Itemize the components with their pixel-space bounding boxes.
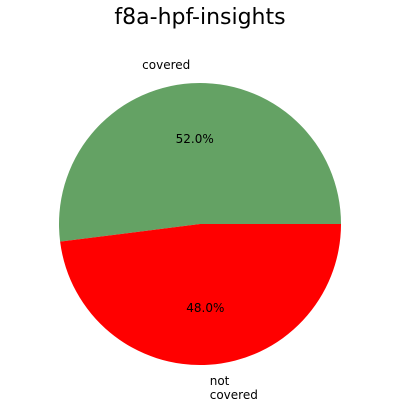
pie-slice-label-0: covered (142, 58, 190, 72)
pie-slice-pct-0: 52.0% (176, 132, 214, 146)
pie-slice-pct-1: 48.0% (186, 301, 224, 315)
pie-slice-1 (60, 224, 342, 366)
chart-title: f8a-hpf-insights (114, 5, 285, 30)
pie-slices (59, 83, 342, 366)
pie-labels: 52.0% covered 48.0% not covered (142, 58, 258, 400)
pie-slice-0 (59, 83, 341, 242)
pie-slice-label-1: not covered (210, 374, 258, 400)
